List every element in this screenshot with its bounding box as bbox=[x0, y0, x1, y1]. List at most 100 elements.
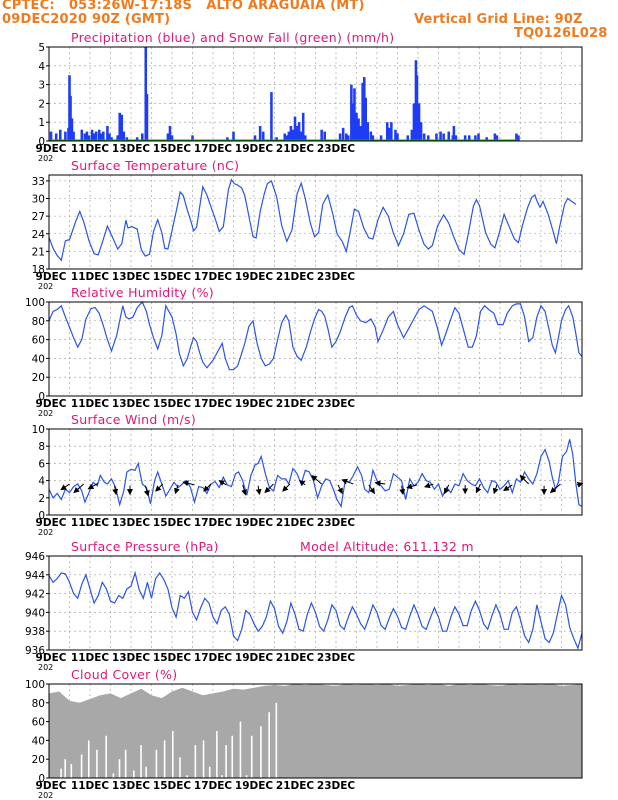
wind-arrow bbox=[298, 480, 306, 487]
wind-arrow bbox=[241, 484, 248, 496]
precip-bar bbox=[289, 125, 293, 141]
precip-bar bbox=[419, 122, 423, 141]
precip-bar bbox=[323, 131, 327, 141]
cloud-cover-gap bbox=[186, 775, 188, 778]
y-tick-label: 27 bbox=[32, 211, 45, 223]
cloud-cover-gap bbox=[245, 775, 248, 778]
y-tick-label: 936 bbox=[25, 645, 45, 657]
precip-bar bbox=[92, 133, 96, 141]
wind-arrow bbox=[374, 480, 386, 487]
y-tick-label: 60 bbox=[32, 717, 45, 729]
y-tick-label: 100 bbox=[25, 297, 45, 309]
precip-bar bbox=[454, 135, 458, 141]
header-run-id: TQ0126L028 bbox=[514, 26, 608, 41]
precip-bar bbox=[493, 133, 497, 141]
y-tick-label: 24 bbox=[32, 229, 46, 241]
panel-frame bbox=[48, 428, 583, 516]
precip-bar bbox=[291, 129, 295, 141]
precip-bar bbox=[108, 133, 111, 141]
x-tick-label: 15DEC bbox=[153, 517, 192, 529]
x-tick-label: 21DEC bbox=[276, 398, 315, 410]
precip-bar bbox=[135, 137, 139, 141]
precip-bar bbox=[275, 137, 278, 141]
precip-bar bbox=[495, 135, 499, 141]
y-tick-label: 20 bbox=[32, 372, 45, 384]
x-year-stub: 202 bbox=[38, 528, 53, 537]
precip-bar bbox=[54, 133, 58, 141]
precip-bar bbox=[344, 133, 348, 141]
y-tick-label: 0 bbox=[38, 773, 45, 785]
x-tick-label: 15DEC bbox=[153, 398, 192, 410]
x-tick-label: 11DEC bbox=[71, 652, 110, 664]
precip-bar bbox=[406, 135, 410, 141]
cloud-cover-gap bbox=[268, 712, 270, 778]
precip-bar bbox=[338, 133, 342, 141]
precip-bar bbox=[363, 77, 366, 141]
x-year-stub: 202 bbox=[38, 282, 53, 291]
precip-bar bbox=[253, 135, 257, 141]
x-tick-label: 19DEC bbox=[235, 652, 274, 664]
panel-annotation: Model Altitude: 611.132 m bbox=[300, 539, 474, 554]
precip-bar bbox=[87, 135, 91, 141]
panel-frame bbox=[48, 683, 583, 779]
cloud-cover-gap bbox=[118, 759, 121, 778]
y-tick-label: 33 bbox=[32, 176, 45, 188]
x-tick-label: 11DEC bbox=[71, 780, 110, 792]
cloud-cover-gap bbox=[179, 757, 181, 778]
precip-bar bbox=[285, 135, 289, 141]
precip-bar bbox=[303, 135, 307, 141]
wind-arrow bbox=[203, 483, 212, 492]
x-tick-label: 19DEC bbox=[235, 271, 274, 283]
y-tick-label: 5 bbox=[38, 42, 45, 54]
cloud-cover-gap bbox=[80, 754, 83, 778]
y-tick-label: 940 bbox=[25, 607, 45, 619]
precip-bar bbox=[341, 127, 345, 141]
x-tick-label: 11DEC bbox=[71, 271, 110, 283]
precip-bar bbox=[168, 125, 172, 141]
x-tick-label: 17DEC bbox=[194, 780, 233, 792]
wind-arrow bbox=[218, 480, 227, 486]
y-tick-label: 3 bbox=[38, 80, 45, 92]
x-tick-label: 17DEC bbox=[194, 652, 233, 664]
x-tick-label: 23DEC bbox=[317, 652, 356, 664]
precip-bar bbox=[140, 133, 144, 141]
y-tick-label: 942 bbox=[25, 589, 45, 601]
x-tick-label: 17DEC bbox=[194, 143, 233, 155]
precip-bar bbox=[110, 137, 113, 141]
cloud-cover-gap bbox=[64, 759, 66, 778]
x-tick-label: 15DEC bbox=[153, 652, 192, 664]
x-tick-label: 13DEC bbox=[112, 517, 151, 529]
y-tick-label: 40 bbox=[32, 353, 45, 365]
wind-arrow bbox=[60, 483, 70, 491]
wind-arrow bbox=[282, 483, 291, 492]
cloud-cover-gap bbox=[163, 740, 166, 778]
precip-bar bbox=[452, 125, 456, 141]
wind-arrow bbox=[73, 483, 85, 494]
precip-bar bbox=[347, 135, 350, 141]
precip-bar bbox=[258, 125, 262, 141]
precip-bar bbox=[467, 135, 471, 141]
precip-bar bbox=[390, 122, 393, 141]
precip-bar bbox=[439, 131, 442, 141]
precip-bar bbox=[426, 135, 430, 141]
x-tick-label: 21DEC bbox=[276, 271, 315, 283]
cloud-cover-gap bbox=[124, 749, 127, 778]
y-tick-label: 80 bbox=[32, 316, 45, 328]
cloud-cover-gap bbox=[87, 740, 90, 778]
panel-title: Precipitation (blue) and Snow Fall (gree… bbox=[71, 30, 394, 45]
header-date: 09DEC2020 90Z (GMT) bbox=[2, 12, 171, 27]
x-year-stub: 202 bbox=[38, 409, 53, 418]
y-tick-label: 938 bbox=[25, 626, 45, 638]
precip-bar bbox=[388, 127, 391, 141]
temperature-line bbox=[48, 178, 577, 262]
y-tick-label: 60 bbox=[32, 335, 45, 347]
precip-bar bbox=[320, 129, 323, 141]
precip-bar bbox=[118, 112, 122, 141]
x-tick-label: 21DEC bbox=[276, 652, 315, 664]
x-tick-label: 9DEC bbox=[36, 517, 67, 529]
precip-bar bbox=[394, 129, 397, 141]
panel-pressure bbox=[46, 555, 583, 651]
x-tick-label: 23DEC bbox=[317, 780, 356, 792]
y-tick-label: 2 bbox=[38, 98, 45, 110]
